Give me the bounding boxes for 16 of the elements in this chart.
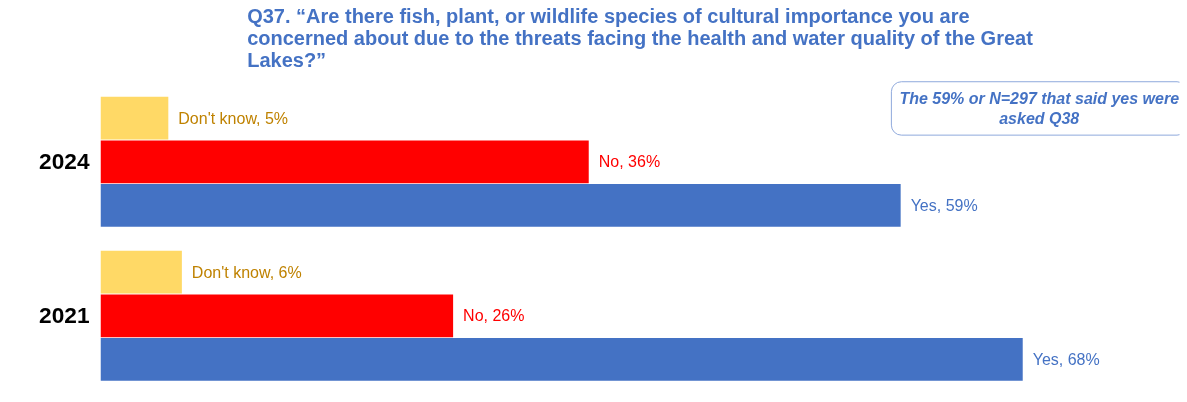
bar (100, 140, 589, 184)
data-label: Yes, 68% (1032, 350, 1100, 368)
annotation: The 59% or N=297 that said yes were asked Q38 (899, 89, 1180, 128)
data-label: No, 36% (598, 153, 661, 171)
bar (100, 338, 1023, 381)
data-label: Yes, 59% (910, 196, 978, 214)
bar (100, 184, 901, 227)
chart-title: Q37. “Are there fish, plant, or wildlife species of cultural importance you are concerned about due to the threats facing the health and water quality of the Great Lakes?” (247, 4, 1034, 71)
y-tick-label: 2021 (39, 302, 90, 329)
data-label: No, 26% (463, 307, 525, 325)
bar (100, 96, 169, 140)
y-tick-label: 2024 (39, 148, 90, 175)
data-label: Don't know, 6% (191, 263, 302, 281)
data-label: Don't know, 5% (178, 109, 289, 127)
bar (100, 250, 182, 294)
bar (100, 294, 454, 338)
